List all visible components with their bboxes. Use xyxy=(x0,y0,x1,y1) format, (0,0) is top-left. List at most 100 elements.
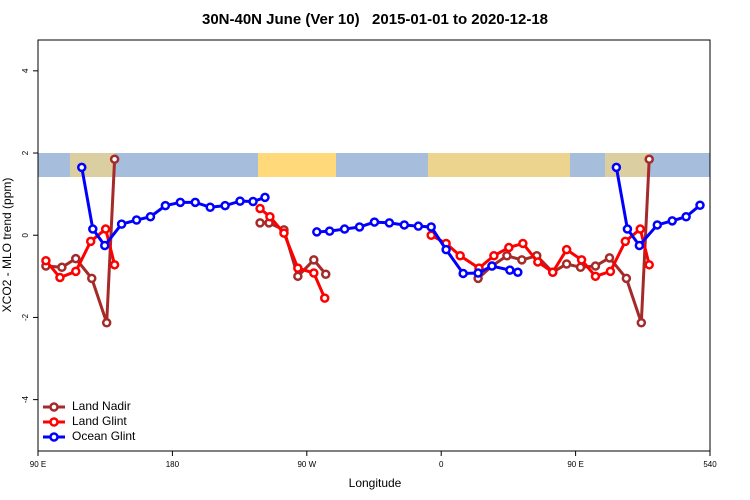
point xyxy=(518,238,528,249)
point xyxy=(235,196,245,206)
point xyxy=(145,211,156,222)
point xyxy=(354,222,365,232)
legend-marker xyxy=(49,417,59,427)
point xyxy=(190,197,200,208)
legend-marker xyxy=(49,402,59,412)
point xyxy=(88,224,98,234)
point xyxy=(634,240,645,251)
y-tick-label: 2 xyxy=(21,150,30,155)
point xyxy=(309,255,319,265)
point xyxy=(339,224,350,234)
point xyxy=(293,271,303,282)
point xyxy=(175,197,186,208)
x-tick-label: 90 E xyxy=(30,460,46,469)
point xyxy=(413,221,424,231)
point xyxy=(321,269,331,280)
point xyxy=(77,162,87,173)
point xyxy=(255,218,265,228)
point xyxy=(57,262,67,273)
point xyxy=(505,265,515,275)
point xyxy=(504,242,514,253)
point xyxy=(611,162,622,173)
point xyxy=(399,220,410,230)
point xyxy=(100,240,110,251)
point xyxy=(71,253,81,264)
point xyxy=(255,203,265,214)
y-axis-label: XCO2 - MLO trend (ppm) xyxy=(0,178,14,313)
point xyxy=(312,227,322,237)
point xyxy=(681,211,691,222)
point xyxy=(309,268,319,278)
point xyxy=(265,211,275,222)
point xyxy=(160,200,171,211)
point xyxy=(620,236,631,247)
point xyxy=(575,262,586,273)
point xyxy=(667,216,677,226)
point xyxy=(455,251,465,261)
point xyxy=(248,196,258,207)
legend-label: Land Glint xyxy=(72,414,127,428)
point xyxy=(87,273,97,284)
point xyxy=(695,200,705,210)
point xyxy=(605,266,616,277)
point xyxy=(636,318,647,328)
point xyxy=(576,255,587,265)
point xyxy=(548,267,558,277)
point xyxy=(458,268,468,279)
point xyxy=(324,226,335,236)
x-axis-label: Longitude xyxy=(349,476,402,490)
point xyxy=(644,260,654,270)
point xyxy=(604,253,615,263)
point xyxy=(100,224,111,234)
point xyxy=(590,271,601,282)
legend-label: Land Nadir xyxy=(72,399,131,413)
point xyxy=(41,255,51,266)
point xyxy=(487,261,497,271)
point xyxy=(473,268,483,278)
y-tick-label: -2 xyxy=(21,313,30,321)
point xyxy=(513,267,523,277)
chart-title: 30N-40N June (Ver 10) 2015-01-01 to 2020… xyxy=(202,11,548,28)
y-tick-label: 4 xyxy=(21,68,30,73)
point xyxy=(131,215,142,225)
point xyxy=(622,224,633,234)
point xyxy=(109,154,120,164)
plot-frame xyxy=(37,39,711,452)
x-tick-label: 180 xyxy=(166,460,180,469)
point xyxy=(644,154,654,164)
x-tick-label: 90 W xyxy=(297,460,316,469)
legend-marker xyxy=(49,432,59,442)
legend-label: Ocean Glint xyxy=(72,429,136,443)
point xyxy=(220,200,230,211)
point xyxy=(369,217,380,227)
x-tick-label: 90 E xyxy=(567,460,583,469)
point xyxy=(260,192,270,203)
point xyxy=(319,293,330,303)
point xyxy=(621,273,632,284)
point xyxy=(116,219,127,229)
point xyxy=(635,224,646,234)
point xyxy=(109,260,120,270)
series-line xyxy=(45,159,651,324)
point xyxy=(55,272,65,283)
point xyxy=(85,236,96,247)
point xyxy=(279,228,289,238)
y-tick-label: 0 xyxy=(21,232,30,237)
point xyxy=(652,220,663,230)
x-tick-label: 0 xyxy=(439,460,444,469)
x-tick-label: 540 xyxy=(703,460,717,469)
point xyxy=(590,261,601,271)
point xyxy=(293,263,303,273)
point xyxy=(489,251,499,261)
point xyxy=(441,244,451,255)
point xyxy=(71,266,81,277)
point xyxy=(101,318,112,328)
y-tick-label: -4 xyxy=(21,396,30,404)
point xyxy=(561,259,572,269)
point xyxy=(205,202,215,213)
point xyxy=(384,218,395,228)
point xyxy=(561,244,572,255)
point xyxy=(517,255,527,265)
